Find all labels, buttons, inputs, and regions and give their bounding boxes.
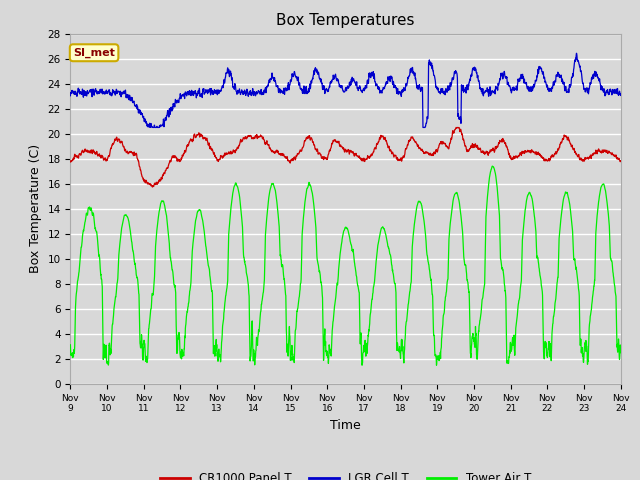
X-axis label: Time: Time [330,419,361,432]
Title: Box Temperatures: Box Temperatures [276,13,415,28]
Y-axis label: Box Temperature (C): Box Temperature (C) [29,144,42,274]
Legend: CR1000 Panel T, LGR Cell T, Tower Air T: CR1000 Panel T, LGR Cell T, Tower Air T [156,467,536,480]
Text: SI_met: SI_met [73,48,115,58]
